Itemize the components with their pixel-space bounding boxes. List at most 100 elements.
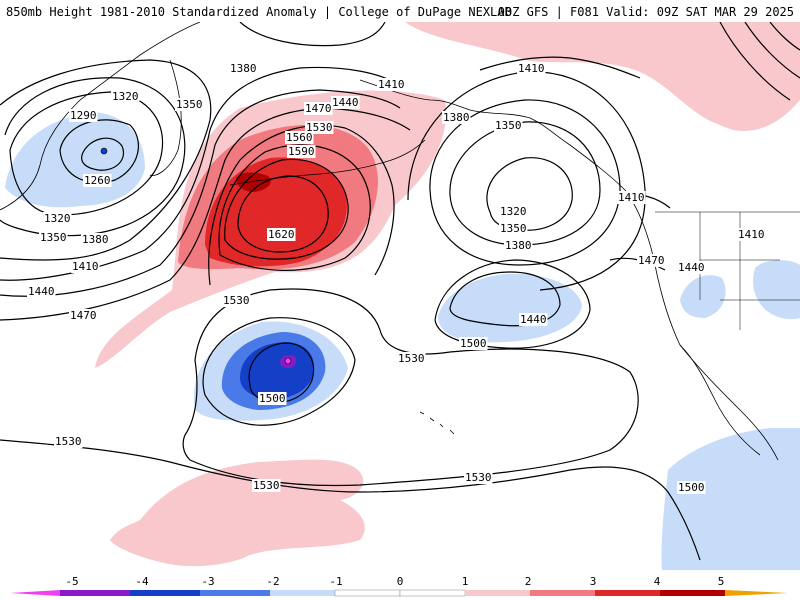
scale-tick: 1 bbox=[462, 575, 469, 588]
color-scale-bar bbox=[10, 589, 788, 597]
contour-label-background bbox=[494, 119, 523, 132]
label-1470: 1470 bbox=[70, 309, 97, 322]
scale-tick: -3 bbox=[201, 575, 214, 588]
contour-1320-gulf bbox=[486, 157, 573, 231]
anomaly-neg1-offshore bbox=[438, 273, 582, 343]
coastline-mexico bbox=[679, 344, 761, 456]
label-1500: 1500 bbox=[259, 392, 286, 405]
contour-label-background bbox=[397, 352, 426, 365]
contour-1410-gulf bbox=[407, 71, 646, 291]
contour-label-background bbox=[69, 109, 98, 122]
contour-1530-north bbox=[208, 124, 395, 286]
scale-tick: 5 bbox=[718, 575, 725, 588]
contour-1530-south bbox=[0, 439, 701, 561]
label-1410: 1410 bbox=[618, 191, 645, 204]
map-title: 850mb Height 1981-2010 Standardized Anom… bbox=[6, 5, 512, 19]
scale-swatch-zero bbox=[399, 589, 466, 597]
label-1350: 1350 bbox=[40, 231, 67, 244]
label-1590: 1590 bbox=[288, 145, 315, 158]
label-1380: 1380 bbox=[82, 233, 109, 246]
contour-label-background bbox=[377, 78, 406, 91]
contour-label-background bbox=[252, 479, 281, 492]
contour-label-background bbox=[637, 254, 666, 267]
label-1530: 1530 bbox=[306, 121, 333, 134]
contour-label-background bbox=[83, 174, 112, 187]
coastline-kamchatka bbox=[149, 59, 182, 177]
map-header: 850mb Height 1981-2010 Standardized Anom… bbox=[0, 0, 800, 22]
height-contours bbox=[0, 22, 800, 561]
label-1410: 1410 bbox=[738, 228, 765, 241]
scale-tick: 4 bbox=[654, 575, 661, 588]
coastline-westcoast bbox=[624, 189, 779, 461]
label-1500: 1500 bbox=[460, 337, 487, 350]
contour-label-background bbox=[519, 313, 548, 326]
label-1560: 1560 bbox=[286, 131, 313, 144]
contour-label-background bbox=[258, 392, 287, 405]
label-1440: 1440 bbox=[28, 285, 55, 298]
contour-label-background bbox=[54, 435, 83, 448]
anomaly-pos1-northeast bbox=[405, 22, 800, 132]
contour-label-background bbox=[331, 96, 360, 109]
anomaly-neg1-rockies bbox=[753, 260, 800, 320]
contour-label-background bbox=[69, 309, 98, 322]
hawaii-islands bbox=[419, 411, 455, 435]
scale-tick: -1 bbox=[329, 575, 342, 588]
anomaly-map: 1320 1290 1260 1350 1380 1410 1440 1470 … bbox=[0, 22, 800, 570]
contour-ne-rings bbox=[719, 22, 800, 101]
contour-1530-hawaii bbox=[202, 317, 356, 426]
anomaly-neg1-nw-low bbox=[5, 112, 145, 208]
contour-label-background bbox=[459, 337, 488, 350]
coastline-asia bbox=[0, 22, 201, 211]
anomaly-neg3-hawaii-low bbox=[240, 342, 314, 400]
contour-label-background bbox=[27, 285, 56, 298]
color-scale: -5 -4 -3 -2 -1 0 1 2 3 4 5 bbox=[10, 575, 788, 597]
contour-label-background bbox=[737, 228, 766, 241]
contour-label-background bbox=[43, 212, 72, 225]
contour-1440-low bbox=[449, 271, 561, 327]
contour-1260 bbox=[81, 137, 124, 171]
hawaii-low-center-marker bbox=[284, 357, 292, 365]
contour-label-background bbox=[499, 205, 528, 218]
contour-1380-nw bbox=[0, 59, 212, 261]
scale-swatch-pos4 bbox=[660, 590, 725, 596]
contour-1470-w bbox=[0, 107, 411, 321]
label-1530: 1530 bbox=[223, 294, 250, 307]
contour-1440-w bbox=[0, 89, 401, 297]
anomaly-pos1-south bbox=[110, 459, 365, 567]
label-1500: 1500 bbox=[678, 481, 705, 494]
contour-label-background bbox=[222, 294, 251, 307]
anomaly-neg1-southeast bbox=[661, 428, 800, 570]
label-1410: 1410 bbox=[518, 62, 545, 75]
label-1320: 1320 bbox=[44, 212, 71, 225]
scale-swatch-pos1 bbox=[465, 590, 530, 596]
label-1410: 1410 bbox=[378, 78, 405, 91]
contour-label-background bbox=[39, 231, 68, 244]
label-1530: 1530 bbox=[253, 479, 280, 492]
contour-label-background bbox=[285, 131, 314, 144]
label-1530: 1530 bbox=[55, 435, 82, 448]
contour-label-background bbox=[517, 62, 546, 75]
label-1530: 1530 bbox=[465, 471, 492, 484]
contour-1620 bbox=[237, 175, 329, 253]
scale-swatch-pos3 bbox=[595, 590, 660, 596]
contour-1380-gulf bbox=[429, 99, 621, 266]
label-1350: 1350 bbox=[495, 119, 522, 132]
scale-arrow-right bbox=[725, 590, 788, 596]
contour-label-background bbox=[442, 111, 471, 124]
contour-1590 bbox=[224, 158, 349, 260]
scale-swatch-pos2 bbox=[530, 590, 595, 596]
border-states bbox=[699, 212, 800, 330]
scale-arrow-left bbox=[10, 590, 60, 596]
scale-swatch-neg5 bbox=[60, 590, 130, 596]
contour-upper-rings bbox=[239, 22, 386, 47]
label-1470: 1470 bbox=[638, 254, 665, 267]
contour-1320-nw bbox=[9, 91, 164, 216]
label-1260: 1260 bbox=[84, 174, 111, 187]
label-1410: 1410 bbox=[72, 260, 99, 273]
contour-1290 bbox=[59, 119, 139, 184]
contour-label-background bbox=[81, 233, 110, 246]
contour-label-background bbox=[111, 90, 140, 103]
label-1350: 1350 bbox=[176, 98, 203, 111]
scale-swatch-neg1 bbox=[334, 589, 401, 597]
contour-label-background bbox=[677, 261, 706, 274]
